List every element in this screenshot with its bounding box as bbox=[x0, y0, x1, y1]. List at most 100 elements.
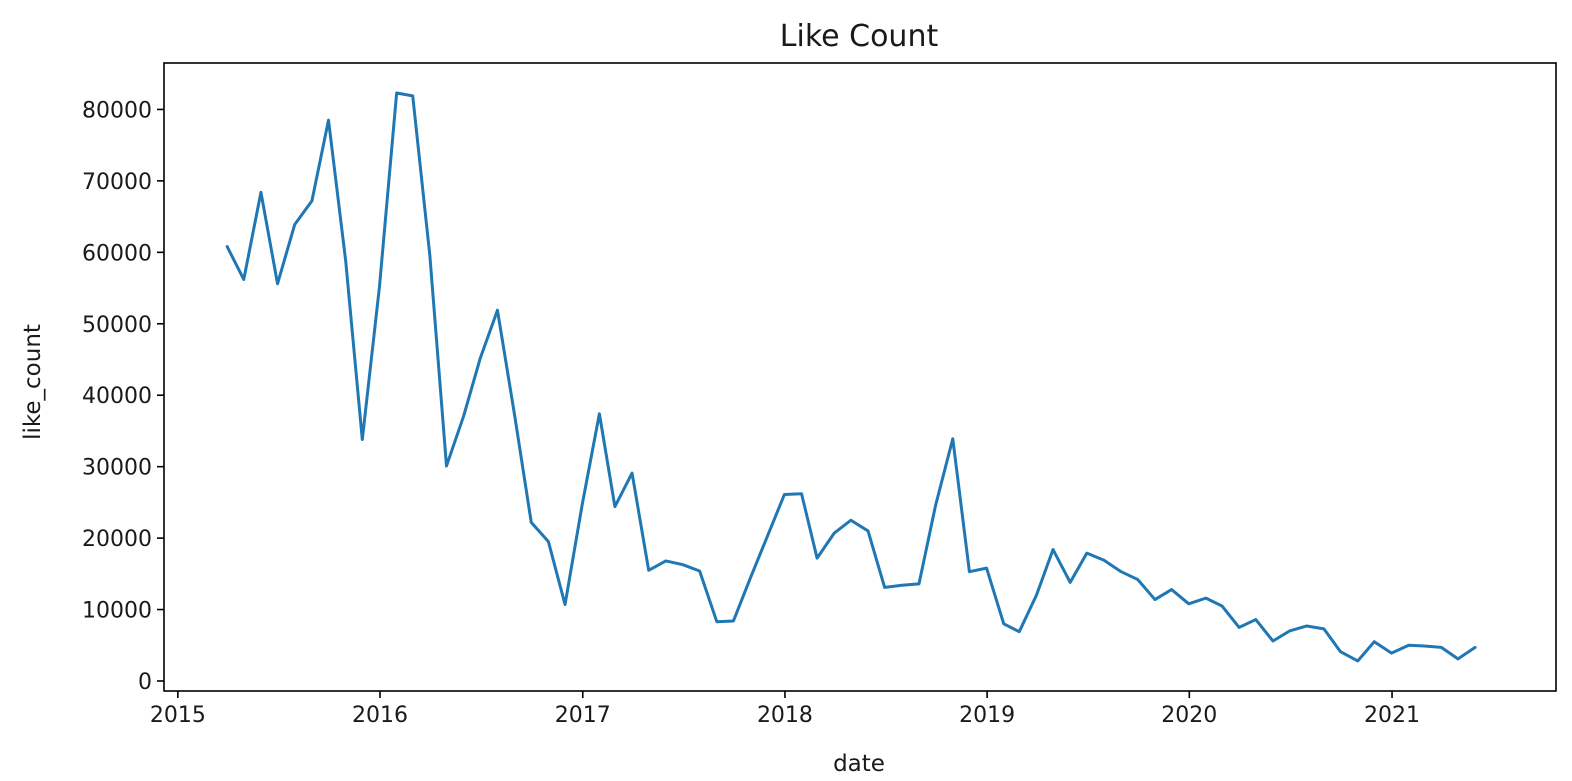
data-point bbox=[427, 253, 433, 259]
data-point bbox=[1421, 643, 1427, 649]
data-point bbox=[646, 567, 652, 573]
data-point bbox=[984, 565, 990, 571]
data-point bbox=[1388, 650, 1394, 656]
data-point bbox=[1304, 623, 1310, 629]
y-tick-label: 10000 bbox=[82, 599, 152, 624]
data-point bbox=[899, 582, 905, 588]
data-point bbox=[1371, 639, 1377, 645]
data-point bbox=[443, 463, 449, 469]
data-point bbox=[933, 502, 939, 508]
y-tick-label: 20000 bbox=[82, 527, 152, 552]
data-point bbox=[494, 307, 500, 313]
x-tick-label: 2020 bbox=[1161, 703, 1217, 728]
data-point bbox=[545, 539, 551, 545]
plot-area bbox=[163, 62, 1557, 692]
data-point bbox=[799, 491, 805, 497]
x-tick-label: 2016 bbox=[352, 703, 408, 728]
series-layer bbox=[224, 90, 1478, 664]
x-axis-title: date bbox=[833, 751, 885, 777]
y-tick-label: 60000 bbox=[82, 241, 152, 266]
data-point bbox=[1472, 644, 1478, 650]
data-point bbox=[730, 618, 736, 624]
data-point bbox=[714, 619, 720, 625]
data-point bbox=[1287, 628, 1293, 634]
data-point bbox=[562, 602, 568, 608]
data-point bbox=[1001, 621, 1007, 627]
y-tick-label: 70000 bbox=[82, 170, 152, 195]
data-point bbox=[477, 355, 483, 361]
data-point bbox=[359, 437, 365, 443]
data-point bbox=[512, 412, 518, 418]
data-point bbox=[1084, 550, 1090, 556]
data-point bbox=[1203, 595, 1209, 601]
data-point bbox=[528, 519, 534, 525]
data-point bbox=[882, 584, 888, 590]
y-tick-label: 80000 bbox=[82, 98, 152, 123]
x-tick-label: 2021 bbox=[1364, 703, 1420, 728]
y-tick-label: 0 bbox=[138, 670, 152, 695]
data-point bbox=[1253, 617, 1259, 623]
data-point bbox=[1169, 587, 1175, 593]
data-point bbox=[1152, 597, 1158, 603]
y-tick-label: 50000 bbox=[82, 313, 152, 338]
y-tick-label: 40000 bbox=[82, 384, 152, 409]
data-point bbox=[848, 517, 854, 523]
data-point bbox=[612, 504, 618, 510]
y-axis-title: like_count bbox=[20, 324, 46, 440]
data-point bbox=[241, 276, 247, 282]
data-point bbox=[275, 281, 281, 287]
data-point bbox=[679, 562, 685, 568]
data-point bbox=[865, 528, 871, 534]
data-point bbox=[1438, 644, 1444, 650]
data-point bbox=[831, 530, 837, 536]
data-point bbox=[394, 90, 400, 96]
data-point bbox=[663, 558, 669, 564]
data-point bbox=[814, 555, 820, 561]
x-axis: 2015 2016 2017 2018 2019 2020 2021 bbox=[150, 691, 1420, 728]
data-point bbox=[966, 569, 972, 575]
data-point bbox=[1270, 638, 1276, 644]
y-axis: 0 10000 20000 30000 40000 50000 60000 70000 8000… bbox=[82, 98, 164, 695]
data-point bbox=[1101, 557, 1107, 563]
data-point bbox=[309, 198, 315, 204]
data-point bbox=[1050, 547, 1056, 553]
data-point bbox=[1455, 656, 1461, 662]
data-point bbox=[1118, 569, 1124, 575]
data-point bbox=[1321, 626, 1327, 632]
x-tick-label: 2019 bbox=[959, 703, 1015, 728]
data-point bbox=[1236, 624, 1242, 630]
data-point bbox=[950, 436, 956, 442]
data-point bbox=[748, 574, 754, 580]
data-point bbox=[258, 189, 264, 195]
data-point bbox=[579, 502, 585, 508]
data-point bbox=[343, 258, 349, 264]
data-point bbox=[781, 492, 787, 498]
series-line bbox=[225, 91, 1477, 663]
data-point bbox=[1016, 629, 1022, 635]
x-tick-label: 2015 bbox=[150, 703, 206, 728]
data-point bbox=[596, 411, 602, 417]
data-point bbox=[1406, 642, 1412, 648]
data-point bbox=[1355, 658, 1361, 664]
data-point bbox=[1135, 577, 1141, 583]
data-point bbox=[376, 284, 382, 290]
data-point bbox=[1338, 649, 1344, 655]
data-point bbox=[461, 413, 467, 419]
data-point bbox=[916, 581, 922, 587]
y-tick-label: 30000 bbox=[82, 456, 152, 481]
data-point bbox=[697, 568, 703, 574]
data-point bbox=[224, 244, 230, 250]
x-tick-label: 2018 bbox=[757, 703, 813, 728]
data-point bbox=[1067, 579, 1073, 585]
data-point bbox=[326, 117, 332, 123]
x-tick-label: 2017 bbox=[555, 703, 611, 728]
data-point bbox=[629, 470, 635, 476]
data-point bbox=[292, 221, 298, 227]
data-point bbox=[410, 93, 416, 99]
data-point bbox=[1033, 592, 1039, 598]
data-point bbox=[1186, 601, 1192, 607]
chart-title: Like Count bbox=[780, 19, 939, 54]
data-point bbox=[1219, 603, 1225, 609]
data-point bbox=[764, 534, 770, 540]
